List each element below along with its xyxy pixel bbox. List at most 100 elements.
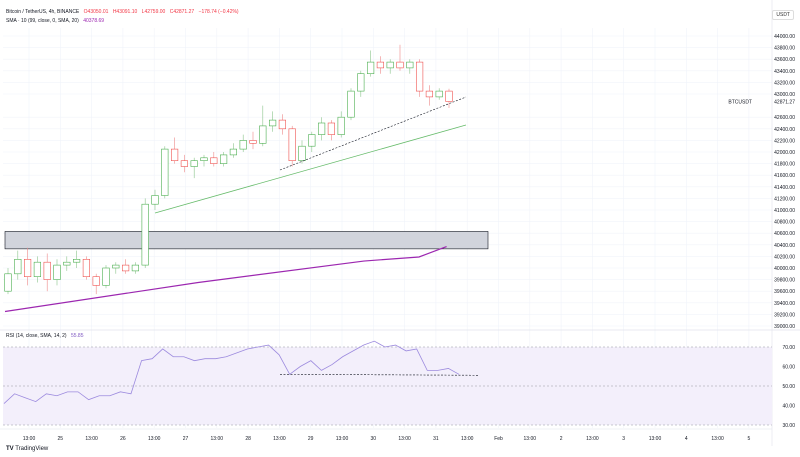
rsi-trendline bbox=[279, 373, 479, 376]
candle-up bbox=[347, 90, 355, 118]
candle-up bbox=[259, 125, 267, 144]
last-price-label: 42871.27 bbox=[774, 99, 795, 105]
time-tick: 13:00 bbox=[23, 436, 36, 442]
time-tick: 13:00 bbox=[211, 436, 224, 442]
price-tick: 40200.00 bbox=[774, 254, 795, 260]
price-tick: 41400.00 bbox=[774, 185, 795, 191]
price-tick: 41000.00 bbox=[774, 208, 795, 214]
candle-up bbox=[220, 154, 228, 164]
sma-line bbox=[4, 245, 447, 313]
candle-down bbox=[415, 61, 424, 92]
high-value: H43091.10 bbox=[112, 9, 138, 15]
open-value: O43050.01 bbox=[83, 9, 109, 15]
sma-label: SMA · 10 (99, close, 0, SMA, 20) bbox=[6, 18, 79, 24]
candle-up bbox=[112, 264, 120, 269]
price-tick: 41800.00 bbox=[774, 162, 795, 168]
candle-down bbox=[396, 61, 404, 69]
low-value: L42759.00 bbox=[141, 9, 166, 15]
tradingview-logo[interactable]: TV TradingView bbox=[6, 446, 49, 452]
ticker-label: BTCUSDT bbox=[728, 99, 752, 105]
sma-value: 40378.69 bbox=[83, 18, 105, 24]
time-tick: 13:00 bbox=[85, 436, 98, 442]
time-tick: 26 bbox=[120, 436, 126, 442]
price-tick: 39400.00 bbox=[774, 301, 795, 307]
price-tick: 40800.00 bbox=[774, 220, 795, 226]
time-tick: 13:00 bbox=[524, 436, 537, 442]
candle-up bbox=[357, 73, 365, 92]
candle-up bbox=[33, 261, 41, 278]
price-tick: 43000.00 bbox=[774, 92, 795, 98]
candle-up bbox=[102, 267, 110, 286]
candle-up bbox=[229, 148, 238, 156]
time-tick: 13:00 bbox=[273, 436, 286, 442]
close-value: C42871.27 bbox=[169, 9, 195, 15]
rsi-tick: 40.00 bbox=[782, 404, 795, 410]
candle-down bbox=[210, 157, 218, 164]
candle-up bbox=[435, 90, 443, 98]
price-tick: 43400.00 bbox=[774, 69, 795, 75]
price-tick: 40600.00 bbox=[774, 231, 795, 237]
price-tick: 44000.00 bbox=[774, 34, 795, 40]
candle-up bbox=[239, 140, 247, 150]
rsi-legend[interactable]: RSI (14, close, SMA, 14, 2) 55.85 bbox=[6, 333, 87, 339]
time-tick: 13:00 bbox=[148, 436, 161, 442]
price-tick: 42200.00 bbox=[774, 138, 795, 144]
candle-up bbox=[337, 116, 345, 135]
price-tick: 39200.00 bbox=[774, 312, 795, 318]
rsi-tick: 60.00 bbox=[782, 365, 795, 371]
trendline-dashed bbox=[279, 96, 467, 171]
candle-up bbox=[14, 258, 22, 275]
candle-up bbox=[200, 157, 208, 162]
time-tick: 4 bbox=[685, 436, 688, 442]
price-tick: 43800.00 bbox=[774, 46, 795, 52]
candle-up bbox=[190, 160, 198, 167]
time-tick: 25 bbox=[58, 436, 64, 442]
candle-down bbox=[92, 276, 100, 286]
candle-down bbox=[171, 148, 179, 162]
price-tick: 39800.00 bbox=[774, 278, 795, 284]
candle-up bbox=[308, 134, 316, 147]
price-tick: 40000.00 bbox=[774, 266, 795, 272]
candle-up bbox=[4, 273, 12, 292]
candle-down bbox=[23, 258, 32, 277]
price-tick: 39000.00 bbox=[774, 324, 795, 330]
sma-legend[interactable]: SMA · 10 (99, close, 0, SMA, 20) 40378.6… bbox=[6, 18, 107, 24]
price-tick: 43200.00 bbox=[774, 80, 795, 86]
candle-up bbox=[366, 61, 375, 74]
symbol-legend: Bitcoin / TetherUS, 4h, BINANCE O43050.0… bbox=[6, 9, 242, 15]
candle-down bbox=[288, 128, 296, 162]
time-tick: 27 bbox=[183, 436, 189, 442]
candle-up bbox=[53, 264, 61, 280]
candle-down bbox=[278, 119, 287, 130]
price-tick: 42000.00 bbox=[774, 150, 795, 156]
time-tick: 28 bbox=[245, 436, 251, 442]
rsi-tick: 70.00 bbox=[782, 345, 795, 351]
time-tick: 31 bbox=[433, 436, 439, 442]
candle-up bbox=[131, 264, 140, 272]
price-tick: 42600.00 bbox=[774, 115, 795, 121]
support-zone bbox=[4, 231, 489, 250]
candle-up bbox=[406, 61, 414, 69]
time-tick: 30 bbox=[371, 436, 377, 442]
time-tick: 13:00 bbox=[461, 436, 474, 442]
price-tick: 41200.00 bbox=[774, 196, 795, 202]
candle-down bbox=[425, 90, 434, 98]
candle-up bbox=[63, 261, 71, 266]
time-tick: 13:00 bbox=[586, 436, 599, 442]
candle-down bbox=[180, 160, 189, 167]
candle-down bbox=[327, 122, 336, 135]
candle-up bbox=[268, 119, 277, 127]
price-tick: 42400.00 bbox=[774, 127, 795, 133]
time-tick: 13:00 bbox=[398, 436, 411, 442]
brand-text: TradingView bbox=[15, 446, 49, 452]
candle-up bbox=[73, 258, 81, 263]
time-tick: 2 bbox=[560, 436, 563, 442]
candle-up bbox=[386, 61, 394, 69]
candle-up bbox=[161, 148, 169, 196]
rsi-value: 55.85 bbox=[70, 333, 84, 339]
candle-down bbox=[122, 264, 130, 272]
price-tick: 40400.00 bbox=[774, 243, 795, 249]
candle-down bbox=[249, 140, 257, 144]
currency-button[interactable]: USDT bbox=[772, 10, 794, 20]
